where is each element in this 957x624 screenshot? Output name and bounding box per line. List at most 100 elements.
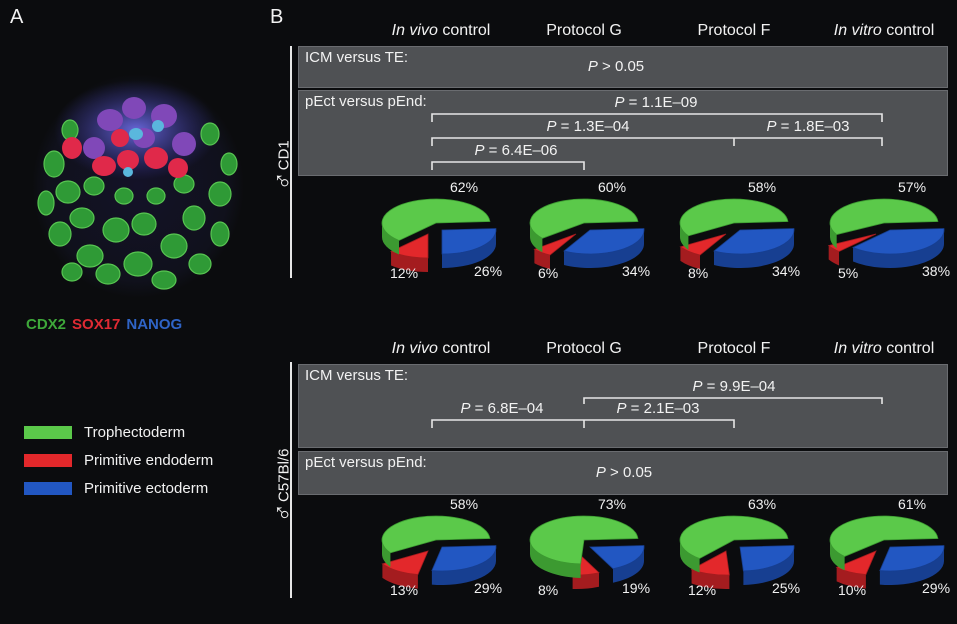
- pie-label-trophectoderm: 63%: [748, 496, 776, 512]
- legend: Trophectoderm Primitive endoderm Primiti…: [24, 418, 213, 502]
- pie-slice-side: [382, 540, 391, 567]
- pie-slice-trophectoderm: [829, 515, 939, 557]
- strain-name: CD1: [275, 140, 293, 171]
- pie-label-trophectoderm: 58%: [450, 496, 478, 512]
- band-label: pEct versus pEnd:: [305, 454, 427, 471]
- pie-slice-ectoderm: [879, 545, 945, 572]
- pvalue-text: = 1.3E–04: [556, 118, 630, 135]
- pvalue-symbol: P: [474, 142, 485, 159]
- column-header-protocol-g: Protocol G: [546, 340, 622, 358]
- stain-label-sox17: SOX17: [72, 316, 121, 333]
- pvalue-c57bl6-pect-pend: P > 0.05: [596, 464, 652, 481]
- pie-label-ectoderm: 34%: [772, 263, 800, 279]
- column-header-text: Protocol F: [697, 340, 771, 357]
- pie-slice-side: [391, 251, 428, 272]
- stain-labels: CDX2 SOX17 NANOG: [26, 316, 188, 333]
- strain-label-cd1: ♂CD1: [268, 131, 299, 201]
- pvalue-text: = 1.1E–09: [624, 94, 698, 111]
- band-cd1-icm-vs-te: ICM versus TE:: [298, 46, 948, 88]
- legend-swatch-trophectoderm: [24, 425, 72, 439]
- column-header-in-vitro-control: In vitro control: [834, 340, 934, 358]
- male-symbol-icon: ♂: [267, 171, 298, 191]
- pie-label-trophectoderm: 60%: [598, 179, 626, 195]
- pie-label-endoderm: 10%: [838, 582, 866, 598]
- pie-slice-side: [713, 230, 794, 268]
- pie-label-endoderm: 8%: [538, 582, 558, 598]
- pvalue-c57bl6-icm-te-1: P = 9.9E–04: [693, 378, 776, 395]
- pie-slice-side: [431, 547, 496, 585]
- pvalue-symbol: P: [692, 378, 703, 395]
- legend-label-trophectoderm: Trophectoderm: [84, 423, 186, 441]
- pvalue-symbol: P: [614, 94, 625, 111]
- panel-b-letter: B: [270, 6, 284, 28]
- column-header-text: control: [437, 22, 491, 39]
- pvalue-c57bl6-icm-te-2: P = 6.8E–04: [461, 400, 544, 417]
- pie-slice-endoderm: [679, 233, 727, 256]
- band-c57bl6-pect-vs-pend: pEct versus pEnd:: [298, 451, 948, 495]
- column-header-in-vivo-control: In vivo control: [392, 340, 491, 358]
- column-header-in-vivo-control: In vivo control: [392, 22, 491, 40]
- pie-slice-side: [530, 223, 543, 253]
- column-header-text: Protocol F: [697, 22, 771, 39]
- pie-slice-side: [442, 230, 496, 268]
- pie-slice-endoderm: [533, 233, 577, 256]
- pie-slice-endoderm: [835, 550, 877, 575]
- pvalue-text: = 9.9E–04: [702, 378, 776, 395]
- pie-slice-ectoderm: [441, 228, 497, 255]
- pie-slice-trophectoderm: [679, 515, 789, 559]
- band-label: pEct versus pEnd:: [305, 93, 427, 110]
- pie-label-ectoderm: 29%: [474, 580, 502, 596]
- band-c57bl6-icm-vs-te: ICM versus TE:: [298, 364, 948, 448]
- pie-label-ectoderm: 29%: [922, 580, 950, 596]
- pie-slice-side: [836, 567, 866, 589]
- column-header-italic: In vivo: [391, 340, 438, 357]
- band-label: ICM versus TE:: [305, 367, 409, 384]
- column-header-italic: In vitro: [833, 340, 882, 357]
- pvalue-cd1-pect-pend-4: P = 6.4E–06: [475, 142, 558, 159]
- pie-slice-side: [680, 540, 700, 573]
- pie-slice-endoderm: [827, 233, 877, 252]
- column-header-text: control: [881, 22, 935, 39]
- strain-label-c57bl6: ♂C57Bl/6: [268, 427, 299, 545]
- pie-slice-side: [830, 540, 845, 571]
- pvalue-text: = 2.1E–03: [626, 400, 700, 417]
- band-label: ICM versus TE:: [305, 49, 409, 66]
- pie-label-trophectoderm: 58%: [748, 179, 776, 195]
- column-header-italic: In vitro: [833, 22, 882, 39]
- embryo-image: [32, 74, 244, 298]
- pie-slice-side: [830, 223, 837, 249]
- legend-item-primitive-ectoderm: Primitive ectoderm: [24, 474, 213, 502]
- pvalue-cd1-pect-pend-2: P = 1.3E–04: [547, 118, 630, 135]
- panel-a-letter: A: [10, 6, 24, 28]
- pie-chart: 63% 12% 25%: [679, 496, 800, 598]
- pvalue-symbol: P: [616, 400, 627, 417]
- column-header-text: Protocol G: [546, 340, 622, 357]
- pvalue-cd1-icm-te: P > 0.05: [588, 58, 644, 75]
- pie-slice-side: [534, 249, 550, 270]
- stain-label-cdx2: CDX2: [26, 316, 67, 333]
- strain-name: C57Bl/6: [275, 448, 293, 502]
- pie-slice-side: [382, 223, 400, 255]
- pie-label-ectoderm: 19%: [622, 580, 650, 596]
- pie-label-endoderm: 6%: [538, 265, 558, 281]
- column-header-text: control: [437, 340, 491, 357]
- pie-chart: 58% 8% 34%: [679, 179, 800, 281]
- pie-chart: 73% 8% 19%: [529, 496, 650, 598]
- pie-label-endoderm: 5%: [838, 265, 858, 281]
- pie-label-trophectoderm: 73%: [598, 496, 626, 512]
- legend-label-primitive-ectoderm: Primitive ectoderm: [84, 479, 209, 497]
- pvalue-symbol: P: [595, 464, 606, 481]
- column-header-italic: In vivo: [391, 22, 438, 39]
- pie-slice-ectoderm: [589, 545, 645, 570]
- pie-slice-side: [382, 563, 418, 589]
- pie-slice-side: [743, 547, 794, 585]
- pie-chart: 58% 13% 29%: [381, 496, 502, 598]
- pie-label-trophectoderm: 57%: [898, 179, 926, 195]
- pie-slice-side: [680, 246, 700, 270]
- column-header-protocol-g: Protocol G: [546, 22, 622, 40]
- pie-label-ectoderm: 26%: [474, 263, 502, 279]
- band-cd1-pect-vs-pend: pEct versus pEnd:: [298, 90, 948, 176]
- strain-bracket-line-cd1: [290, 46, 292, 278]
- pie-label-trophectoderm: 62%: [450, 179, 478, 195]
